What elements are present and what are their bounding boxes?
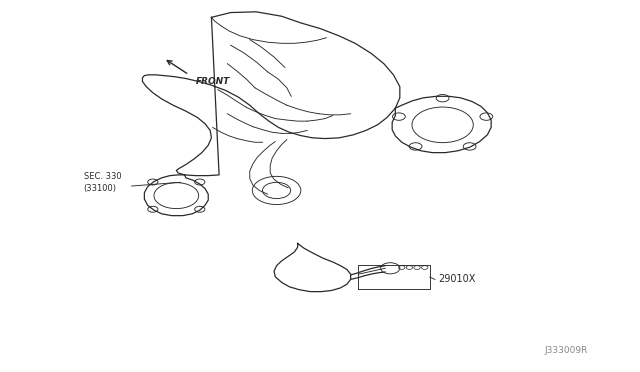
Text: FRONT: FRONT (195, 77, 230, 86)
Text: 29010X: 29010X (438, 275, 476, 284)
Text: SEC. 330
(33100): SEC. 330 (33100) (84, 171, 122, 193)
Text: J333009R: J333009R (545, 346, 588, 355)
